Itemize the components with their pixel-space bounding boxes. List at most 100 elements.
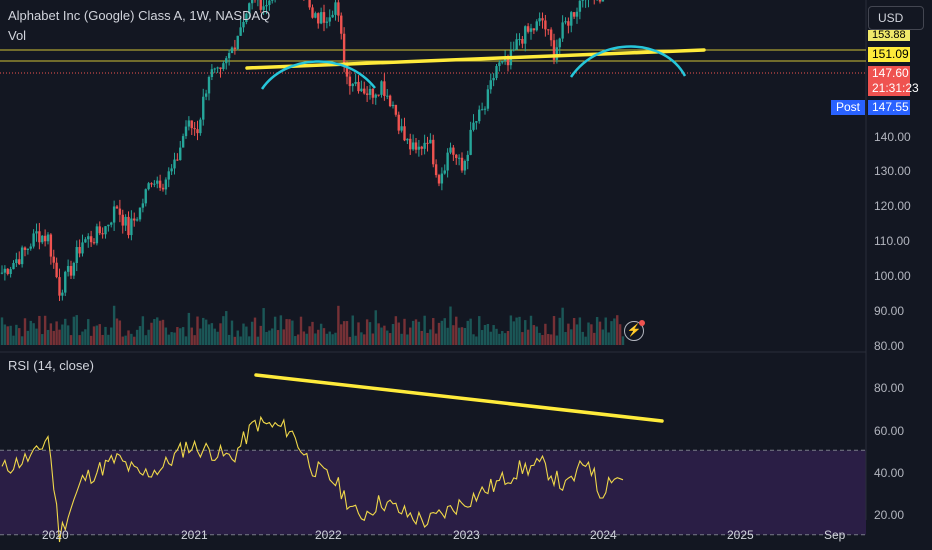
candle-body: [107, 224, 110, 227]
price-tick: 140.00: [874, 130, 911, 144]
candle-body: [354, 81, 357, 84]
volume-bar: [225, 311, 228, 345]
candle-body: [368, 88, 372, 95]
volume-bar: [72, 316, 76, 345]
volume-bar: [403, 318, 406, 345]
post-label: Post: [831, 100, 865, 115]
candle-body: [271, 0, 274, 1]
candle-body: [480, 109, 484, 111]
candle-body: [478, 109, 481, 122]
volume-bar: [564, 332, 567, 345]
volume-bar: [426, 332, 429, 345]
lightning-icon[interactable]: ⚡: [624, 321, 644, 341]
currency-button[interactable]: USD: [868, 6, 924, 30]
volume-bar: [429, 329, 432, 345]
volume-bar: [374, 310, 377, 345]
candle-body: [498, 62, 501, 67]
volume-bar: [311, 321, 314, 345]
volume-bar: [503, 333, 507, 345]
volume-bar: [276, 330, 280, 345]
volume-bar: [104, 326, 107, 345]
candle-body: [383, 81, 386, 96]
volume-bar: [475, 336, 478, 345]
candle-body: [242, 21, 245, 28]
candle-body: [322, 12, 326, 23]
candle-body: [181, 136, 185, 148]
volume-bar: [259, 325, 262, 345]
candle-body: [230, 47, 234, 54]
candle-body: [314, 13, 317, 18]
volume-bar: [506, 330, 510, 345]
candle-body: [489, 80, 492, 90]
volume-bar: [616, 315, 619, 345]
candle-body: [506, 58, 510, 66]
candle-body: [239, 27, 242, 36]
candle-body: [308, 0, 311, 8]
volume-bar: [607, 332, 610, 345]
candle-body: [469, 129, 472, 155]
candle-body: [190, 120, 193, 129]
candle-body: [503, 58, 507, 61]
volume-bar: [388, 333, 392, 345]
candle-body: [348, 76, 352, 87]
candle-body: [150, 183, 153, 185]
candle-body: [15, 259, 18, 263]
time-label: 2021: [181, 528, 208, 542]
candle-body: [167, 171, 170, 180]
candle-body: [75, 247, 78, 263]
volume-bar: [455, 316, 458, 345]
price-tick: 90.00: [874, 304, 905, 318]
candle-body: [43, 235, 47, 242]
volume-bar: [322, 328, 326, 345]
volume-bar: [555, 335, 559, 345]
candle-body: [394, 104, 398, 115]
volume-bar: [98, 324, 101, 345]
time-label: 2025: [727, 528, 754, 542]
volume-bar: [46, 329, 50, 345]
candle-body: [207, 77, 211, 94]
volume-bar: [193, 335, 196, 345]
volume-bar: [199, 328, 202, 345]
volume-bar: [328, 331, 331, 345]
candle-body: [411, 142, 415, 150]
candle-body: [158, 180, 162, 188]
volume-bar: [38, 315, 41, 345]
volume-bar: [118, 320, 122, 345]
price-tick: 100.00: [874, 269, 911, 283]
candle-body: [446, 152, 449, 171]
volume-bar: [486, 323, 490, 345]
volume-bar: [552, 316, 556, 345]
volume-bar: [302, 331, 306, 345]
volume-bar: [512, 321, 515, 345]
candle-body: [115, 206, 119, 209]
volume-bar: [524, 320, 527, 345]
candle-body: [95, 226, 99, 244]
volume-bar: [222, 316, 225, 345]
volume-bar: [581, 331, 584, 345]
candle-body: [472, 122, 475, 130]
candle-body: [377, 94, 380, 96]
volume-bar: [377, 323, 380, 345]
candle-body: [337, 2, 340, 16]
volume-bar: [167, 334, 170, 345]
volume-bar: [538, 332, 541, 345]
candle-body: [319, 12, 323, 24]
left-top-arc: [260, 60, 376, 90]
candle-body: [452, 147, 455, 155]
volume-bar: [305, 333, 308, 345]
candle-body: [572, 12, 576, 17]
candle-body: [601, 0, 605, 2]
volume-bar: [219, 323, 222, 345]
volume-bar: [87, 319, 90, 345]
time-label: 2024: [590, 528, 617, 542]
volume-bar: [230, 320, 234, 345]
candle-body: [581, 0, 584, 1]
volume-bar: [124, 335, 127, 345]
time-label: 2020: [42, 528, 69, 542]
candle-body: [365, 93, 369, 95]
candle-body: [187, 120, 191, 127]
volume-bar: [351, 315, 354, 345]
candle-body: [558, 38, 561, 48]
candle-body: [199, 119, 202, 134]
